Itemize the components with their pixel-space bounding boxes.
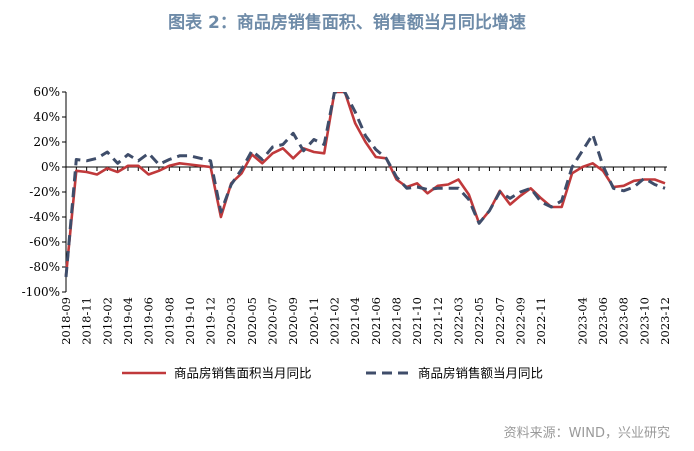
x-tick-label: 2021-10 — [410, 297, 424, 345]
x-axis-ticks: 2018-09 2018-11 2019-02 2019-04 2019-06 2019-… — [59, 167, 672, 345]
x-tick-label: 2020-11 — [307, 297, 321, 345]
sales-area-yoy-line — [64, 92, 666, 276]
x-tick-label: 2021-04 — [348, 297, 362, 345]
x-tick-label: 2023-12 — [658, 297, 672, 345]
y-tick-label: -100% — [22, 285, 60, 299]
legend: 商品房销售面积当月同比 商品房销售额当月同比 — [122, 366, 543, 381]
x-tick-label: 2021-02 — [328, 297, 342, 345]
x-tick-label: 2022-11 — [534, 297, 548, 345]
y-tick-label: -80% — [29, 260, 60, 274]
x-tick-label: 2021-08 — [389, 297, 403, 345]
x-tick-label: 2022-07 — [493, 297, 507, 345]
sales-amount-yoy-line — [64, 92, 666, 278]
x-tick-label: 2022-03 — [451, 297, 465, 345]
y-tick-label: -60% — [29, 235, 60, 249]
x-tick-label: 2019-02 — [100, 297, 114, 345]
axes — [65, 92, 667, 292]
y-tick-label: 0% — [41, 160, 60, 174]
x-tick-label: 2020-09 — [286, 297, 300, 345]
y-tick-label: 40% — [33, 110, 60, 124]
x-tick-label: 2019-04 — [121, 297, 135, 345]
legend-label: 商品房销售面积当月同比 — [174, 366, 312, 381]
x-tick-label: 2019-06 — [142, 297, 156, 345]
x-tick-label: 2021-12 — [431, 297, 445, 345]
x-tick-label: 2023-10 — [637, 297, 651, 345]
x-tick-label: 2019-08 — [162, 297, 176, 345]
y-tick-label: 20% — [33, 135, 60, 149]
x-tick-label: 2019-10 — [183, 297, 197, 345]
x-tick-label: 2020-03 — [224, 297, 238, 345]
source-note: 资料来源：WIND，兴业研究 — [503, 426, 670, 441]
x-tick-label: 2020-05 — [245, 297, 259, 345]
x-tick-label: 2020-07 — [266, 297, 280, 345]
y-tick-label: -20% — [29, 185, 60, 199]
x-tick-label: 2018-11 — [80, 297, 94, 345]
x-tick-label: 2023-04 — [575, 297, 589, 345]
y-axis-ticks: 60% 40% 20% 0% -20% -40% -60% -80% -100% — [22, 85, 66, 299]
x-tick-label: 2022-05 — [472, 297, 486, 345]
y-tick-label: 60% — [33, 85, 60, 99]
legend-label: 商品房销售额当月同比 — [418, 366, 543, 381]
x-tick-label: 2021-06 — [369, 297, 383, 345]
x-tick-label: 2018-09 — [59, 297, 73, 345]
x-tick-label: 2019-12 — [204, 297, 218, 345]
series-lines — [64, 92, 666, 278]
x-tick-label: 2023-08 — [617, 297, 631, 345]
x-tick-label: 2022-09 — [513, 297, 527, 345]
x-tick-label: 2023-06 — [596, 297, 610, 345]
legend-item-sales-amount: 商品房销售额当月同比 — [366, 366, 543, 381]
legend-item-sales-area: 商品房销售面积当月同比 — [122, 366, 312, 381]
y-tick-label: -40% — [29, 210, 60, 224]
chart-title: 图表 2：商品房销售面积、销售额当月同比增速 — [168, 13, 526, 33]
